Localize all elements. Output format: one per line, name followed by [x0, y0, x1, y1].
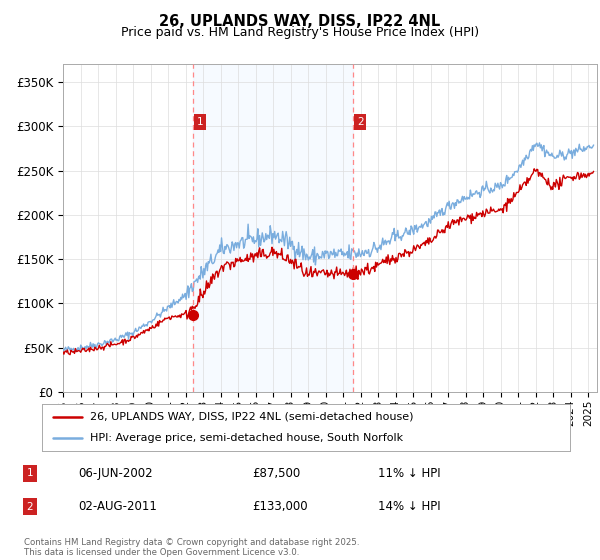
Text: 1: 1 — [26, 468, 34, 478]
Text: 02-AUG-2011: 02-AUG-2011 — [78, 500, 157, 514]
Text: Contains HM Land Registry data © Crown copyright and database right 2025.
This d: Contains HM Land Registry data © Crown c… — [24, 538, 359, 557]
Text: HPI: Average price, semi-detached house, South Norfolk: HPI: Average price, semi-detached house,… — [89, 433, 403, 444]
Text: 2: 2 — [357, 117, 364, 127]
Text: 1: 1 — [197, 117, 203, 127]
Text: £133,000: £133,000 — [252, 500, 308, 514]
Text: Price paid vs. HM Land Registry's House Price Index (HPI): Price paid vs. HM Land Registry's House … — [121, 26, 479, 39]
Text: 2: 2 — [26, 502, 34, 512]
Bar — [193, 64, 353, 392]
Text: 14% ↓ HPI: 14% ↓ HPI — [378, 500, 440, 514]
Text: 26, UPLANDS WAY, DISS, IP22 4NL (semi-detached house): 26, UPLANDS WAY, DISS, IP22 4NL (semi-de… — [89, 412, 413, 422]
Text: £87,500: £87,500 — [252, 466, 300, 480]
Text: 26, UPLANDS WAY, DISS, IP22 4NL: 26, UPLANDS WAY, DISS, IP22 4NL — [160, 14, 440, 29]
Text: 06-JUN-2002: 06-JUN-2002 — [78, 466, 152, 480]
Text: 11% ↓ HPI: 11% ↓ HPI — [378, 466, 440, 480]
